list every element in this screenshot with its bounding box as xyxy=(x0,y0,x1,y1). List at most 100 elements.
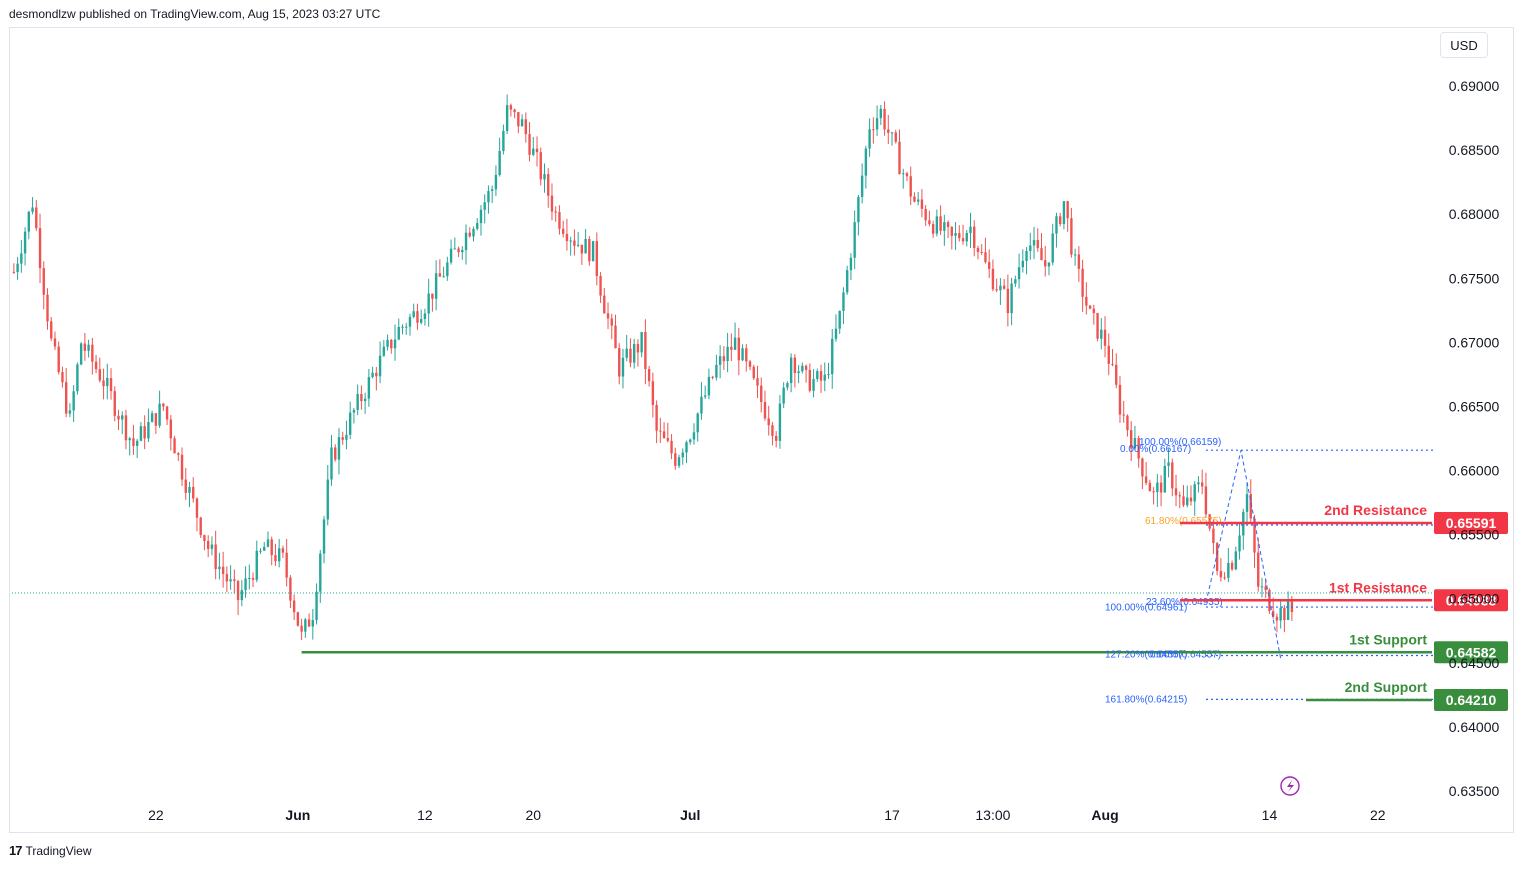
candle xyxy=(872,117,875,144)
candle xyxy=(991,259,995,292)
candle xyxy=(326,464,329,526)
candle-body xyxy=(924,208,927,221)
candle-body xyxy=(289,577,292,601)
candle-body xyxy=(756,378,759,386)
candle-body xyxy=(842,292,845,311)
candle-body xyxy=(16,263,19,273)
candle xyxy=(913,192,916,203)
currency-selector[interactable]: USD xyxy=(1440,32,1488,58)
candle xyxy=(674,447,677,470)
fib-label: 100.00%(0.64961) xyxy=(1105,603,1187,614)
candle xyxy=(845,265,849,295)
candle xyxy=(98,357,102,383)
candle-body xyxy=(1085,296,1088,306)
candle-body xyxy=(1129,430,1133,449)
candle xyxy=(838,310,841,334)
candle-body xyxy=(804,365,808,370)
candle xyxy=(659,417,662,443)
candle xyxy=(251,572,255,587)
candle-body xyxy=(1055,216,1058,234)
candle-body xyxy=(1156,482,1159,493)
candle-body xyxy=(644,331,647,370)
candle xyxy=(334,444,337,462)
candle-body xyxy=(1077,254,1081,269)
candle-body xyxy=(341,437,344,440)
candle-body xyxy=(965,233,968,242)
candle xyxy=(397,318,400,341)
price-tag xyxy=(1434,688,1508,711)
candle-body xyxy=(786,383,789,388)
candle-body xyxy=(121,415,124,420)
candle xyxy=(300,618,303,641)
candle xyxy=(789,353,793,393)
y-axis: 0.69000 0.68500 0.68000 0.67500 0.67000 0.665… xyxy=(1449,78,1500,799)
candle-body xyxy=(173,438,176,454)
candle-body xyxy=(490,189,494,191)
candle xyxy=(1070,207,1073,258)
candle-body xyxy=(1234,551,1238,570)
candle xyxy=(647,365,651,387)
candle-body xyxy=(902,173,905,175)
candle xyxy=(375,366,378,391)
candle-body xyxy=(405,326,408,328)
candle xyxy=(1193,481,1196,516)
candle-body xyxy=(139,426,143,441)
price-tag-value: 0.64210 xyxy=(1446,692,1497,708)
candle xyxy=(1242,508,1245,550)
candle xyxy=(412,303,415,319)
candle xyxy=(1107,333,1110,376)
candle-body xyxy=(1058,216,1062,225)
candle-body xyxy=(625,348,628,358)
candle xyxy=(1167,448,1170,478)
candle-body xyxy=(834,328,838,339)
candle-body xyxy=(147,421,150,439)
candle-body xyxy=(397,326,400,340)
candle-body xyxy=(655,404,658,431)
candle-body xyxy=(476,223,479,229)
candle xyxy=(726,332,729,373)
candle xyxy=(192,477,195,503)
candle xyxy=(640,331,643,358)
y-tick-label: 0.66000 xyxy=(1449,463,1500,479)
candle xyxy=(610,313,613,340)
candle-body xyxy=(909,176,912,197)
candle xyxy=(419,309,423,325)
candle-body xyxy=(778,403,782,441)
candle xyxy=(995,278,998,293)
candle-body xyxy=(1238,535,1241,552)
tradingview-brand[interactable]: 17 TradingView xyxy=(9,843,92,858)
candle-body xyxy=(692,432,696,440)
candle xyxy=(150,410,154,423)
candle xyxy=(737,327,741,376)
candle-body xyxy=(382,346,386,356)
lightning-icon[interactable] xyxy=(1280,776,1300,796)
candle xyxy=(591,240,595,262)
candle-body xyxy=(946,222,950,228)
candle-body xyxy=(670,440,673,454)
candle xyxy=(1178,491,1181,509)
candle-body xyxy=(812,378,815,391)
candle-body xyxy=(954,233,957,236)
candle xyxy=(1212,519,1215,554)
candle xyxy=(296,611,300,627)
candle xyxy=(1092,304,1096,325)
candle xyxy=(91,337,94,375)
candle xyxy=(1047,262,1051,276)
candle-body xyxy=(427,293,430,314)
candle-body xyxy=(38,228,42,269)
candle xyxy=(502,124,505,155)
candle-body xyxy=(412,311,415,317)
candle-body xyxy=(629,348,632,363)
candle xyxy=(483,194,486,224)
candle xyxy=(520,114,524,127)
y-tick-label: 0.68000 xyxy=(1449,206,1500,222)
candle xyxy=(576,231,580,248)
candle-body xyxy=(91,344,94,362)
candle-body xyxy=(1025,250,1028,261)
candle-body xyxy=(311,620,315,627)
candle-body xyxy=(494,174,498,190)
candle xyxy=(139,422,143,442)
candle-body xyxy=(771,425,774,436)
candle xyxy=(958,225,961,242)
